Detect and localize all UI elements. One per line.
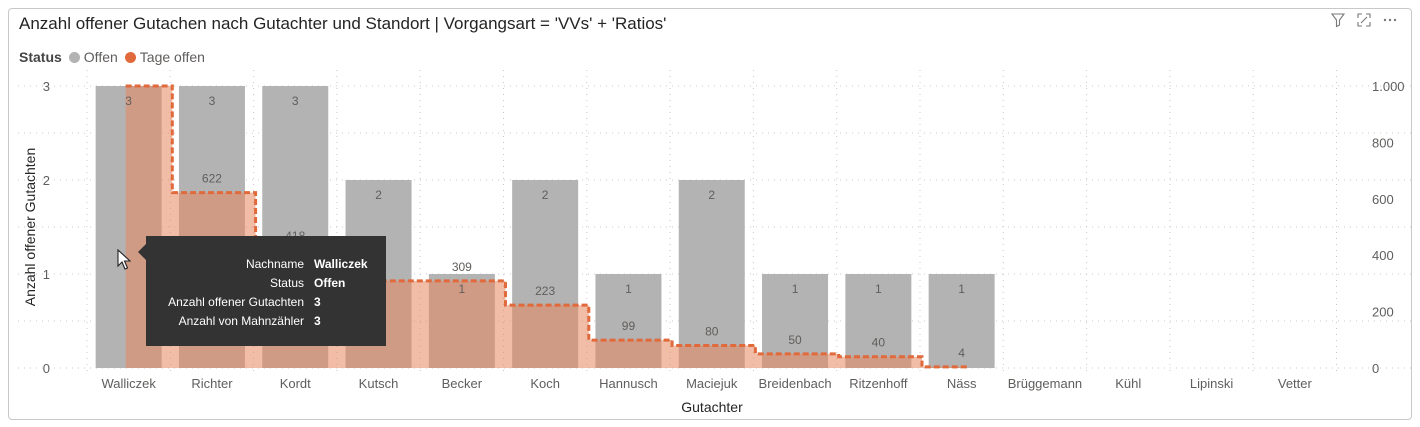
data-label-offen: 2 [708,188,715,202]
x-tick-label: Koch [530,376,560,391]
tooltip-arrow [138,244,146,260]
line-tage-offen [125,84,967,369]
x-tick-label: Hannusch [599,376,658,391]
tooltip-row: Anzahl offener Gutachten 3 [158,292,368,311]
focus-mode-icon[interactable] [1356,12,1372,28]
bar-offen [845,274,912,368]
legend: Status Offen Tage offen [19,49,212,65]
tooltip-key: Nachname [245,256,304,271]
x-tick-label: Breidenbach [759,376,832,391]
x-tick-label: Walliczek [101,376,156,391]
data-label-tage-offen: 40 [872,336,886,350]
data-label-offen: 3 [125,94,132,108]
tooltip-row: Anzahl von Mahnzähler 3 [158,311,368,330]
y-tick-label: 1 [43,267,50,282]
tooltip-value: Offen [314,275,346,290]
x-tick-label: Maciejuk [686,376,738,391]
data-label-offen: 3 [209,94,216,108]
y-tick-label: 0 [43,361,50,376]
data-label-offen: 2 [542,188,549,202]
x-tick-label: Becker [442,376,483,391]
y-tick-label: 3 [43,79,50,94]
y-tick-label: 2 [43,173,50,188]
x-tick-label: Kühl [1115,376,1141,391]
legend-dot-offen [68,51,80,63]
data-label-offen: 1 [958,282,965,296]
tooltip-value: 3 [314,313,321,328]
x-tick-label: Richter [191,376,233,391]
legend-item-offen[interactable]: Offen [68,49,118,65]
y2-tick-label: 800 [1372,135,1394,150]
y-axis-title: Anzahl offener Gutachten [22,148,38,307]
legend-label-offen: Offen [83,49,118,65]
data-label-offen: 1 [625,282,632,296]
tooltip-value: 3 [314,294,321,309]
y2-tick-label: 600 [1372,192,1394,207]
bar-offen [928,274,995,368]
tooltip-key: Anzahl von Mahnzähler [178,313,304,328]
tooltip-key: Status [269,275,304,290]
bar-offen [762,274,829,368]
x-tick-label: Näss [947,376,977,391]
x-tick-label: Kutsch [359,376,399,391]
data-label-offen: 1 [459,282,466,296]
tooltip: Nachname Walliczek Status Offen Anzahl off… [138,236,386,346]
y2-tick-label: 0 [1372,361,1379,376]
data-label-tage-offen: 80 [705,324,719,338]
filter-icon[interactable] [1330,12,1346,28]
data-label-tage-offen: 99 [622,319,636,333]
x-tick-label: Ritzenhoff [849,376,908,391]
y2-tick-label: 400 [1372,248,1394,263]
data-label-offen: 3 [292,94,299,108]
tooltip-row: Status Offen [158,273,368,292]
x-axis-title: Gutachter [681,399,743,415]
data-label-tage-offen: 223 [535,284,555,298]
x-tick-label: Brüggemann [1008,376,1082,391]
y2-tick-label: 200 [1372,305,1394,320]
data-label-tage-offen: 4 [958,346,965,360]
visual-header-icons [1330,12,1398,28]
data-label-offen: 1 [792,282,799,296]
x-tick-label: Kordt [280,376,311,391]
y2-tick-label: 1.000 [1372,79,1405,94]
data-label-tage-offen: 309 [452,260,472,274]
legend-title: Status [19,49,62,65]
tooltip-value: Walliczek [314,256,368,271]
x-tick-label: Vetter [1278,376,1313,391]
x-tick-label: Lipinski [1190,376,1233,391]
legend-item-tage-offen[interactable]: Tage offen [124,49,205,65]
data-label-tage-offen: 50 [788,333,802,347]
mouse-pointer-icon [117,248,132,276]
data-label-tage-offen: 622 [202,172,222,186]
tooltip-row: Nachname Walliczek [158,254,368,273]
legend-label-tage-offen: Tage offen [139,49,205,65]
chart-title: Anzahl offener Gutachen nach Gutachter u… [19,14,667,33]
bar-offen [678,180,745,368]
data-label-offen: 1 [875,282,882,296]
data-label-offen: 2 [375,188,382,202]
tooltip-key: Anzahl offener Gutachten [168,294,304,309]
legend-dot-tage-offen [124,51,136,63]
more-options-icon[interactable] [1382,12,1398,28]
